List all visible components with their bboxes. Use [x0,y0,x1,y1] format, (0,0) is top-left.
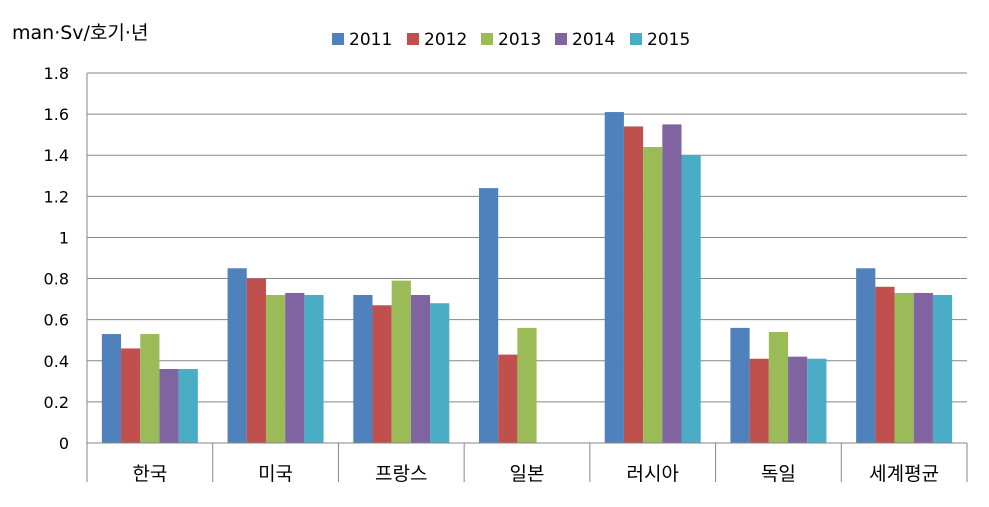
bar-2011-5 [730,327,750,443]
x-category-label: 러시아 [626,463,678,485]
bar-2011-0 [101,334,122,443]
y-tick-label: 1.8 [44,64,69,83]
bar-2015-6 [932,295,953,443]
bar-2012-4 [623,126,644,443]
bar-2014-5 [788,356,808,443]
y-tick-label: 0.4 [44,352,69,371]
x-category-label: 세계평균 [869,463,939,485]
legend-label-2013: 2013 [498,30,541,50]
bar-2011-2 [353,295,373,443]
legend-swatch-2015 [630,33,642,45]
bar-2015-1 [304,295,324,443]
bar-2013-1 [265,295,286,443]
bar-2013-3 [517,327,537,443]
bar-2012-6 [875,286,895,443]
y-tick-label: 0.8 [44,270,69,289]
legend: 2011 2012 2013 2014 2015 [332,30,690,50]
bar-2012-3 [498,354,518,443]
bar-2012-5 [749,358,769,443]
y-axis-ticks: 0 0.2 0.4 0.6 0.8 1 1.2 1.4 1.6 1.8 [44,64,69,453]
x-axis-categories: 한국 미국 프랑스 일본 러시아 독일 세계평균 [86,443,968,485]
bar-2015-4 [681,155,701,443]
y-tick-label: 1.4 [44,146,69,165]
y-tick-label: 0 [59,434,69,453]
y-tick-label: 1.2 [44,187,69,206]
bar-2015-0 [178,369,198,443]
legend-label-2012: 2012 [424,30,467,50]
legend-swatch-2012 [407,33,419,45]
bar-2014-0 [159,369,179,443]
bar-2014-4 [662,124,682,443]
bar-2012-2 [372,305,392,443]
legend-swatch-2013 [481,33,493,45]
y-tick-label: 0.2 [44,393,69,412]
y-tick-label: 1 [59,228,69,247]
legend-swatch-2011 [332,33,344,45]
y-tick-label: 0.6 [44,311,69,330]
x-category-label: 프랑스 [375,463,427,485]
x-category-label: 한국 [132,463,167,485]
axes [86,73,967,444]
bar-2011-4 [604,112,624,444]
bar-2014-2 [410,295,431,443]
bar-2011-1 [227,268,247,443]
bar-2014-1 [285,292,305,443]
bar-2013-6 [894,292,914,443]
bar-2014-6 [913,292,933,443]
bar-2013-5 [768,332,789,443]
bar-2011-6 [856,268,876,443]
bar-2013-0 [140,334,160,443]
x-category-label: 미국 [258,463,293,485]
y-tick-label: 1.6 [44,105,69,124]
bar-2013-2 [391,280,411,443]
bar-2012-1 [246,278,266,443]
bar-2015-5 [807,358,827,443]
legend-swatch-2014 [555,33,567,45]
x-category-label: 독일 [761,463,796,485]
legend-label-2011: 2011 [349,30,392,50]
bar-2015-2 [430,303,450,443]
bar-2011-3 [479,188,499,443]
x-category-label: 일본 [510,463,545,485]
y-axis-label: man·Sv/호기·년 [12,22,148,44]
legend-label-2015: 2015 [647,30,690,50]
legend-label-2014: 2014 [572,30,615,50]
bar-2012-0 [121,348,141,443]
bars [101,112,953,444]
bar-2013-4 [643,147,663,443]
